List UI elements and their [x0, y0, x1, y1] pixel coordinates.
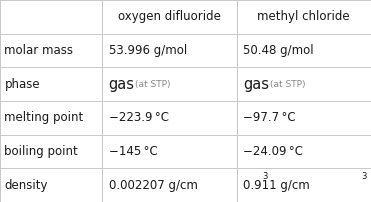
Text: −97.7 °C: −97.7 °C [243, 111, 296, 124]
Text: 0.002207 g/cm: 0.002207 g/cm [109, 179, 198, 192]
Text: −24.09 °C: −24.09 °C [243, 145, 303, 158]
Text: gas: gas [243, 77, 269, 92]
Text: methyl chloride: methyl chloride [257, 10, 350, 23]
Text: (at STP): (at STP) [135, 80, 171, 89]
Text: oxygen difluoride: oxygen difluoride [118, 10, 221, 23]
Text: 0.911 g/cm: 0.911 g/cm [243, 179, 310, 192]
Text: 50.48 g/mol: 50.48 g/mol [243, 44, 314, 57]
Text: 3: 3 [361, 172, 367, 181]
Text: density: density [4, 179, 48, 192]
Text: phase: phase [4, 78, 40, 91]
Text: 3: 3 [262, 172, 267, 181]
Text: −223.9 °C: −223.9 °C [109, 111, 169, 124]
Text: melting point: melting point [4, 111, 84, 124]
Text: (at STP): (at STP) [270, 80, 305, 89]
Text: 53.996 g/mol: 53.996 g/mol [109, 44, 187, 57]
Text: molar mass: molar mass [4, 44, 73, 57]
Text: gas: gas [109, 77, 135, 92]
Text: boiling point: boiling point [4, 145, 78, 158]
Text: −145 °C: −145 °C [109, 145, 157, 158]
